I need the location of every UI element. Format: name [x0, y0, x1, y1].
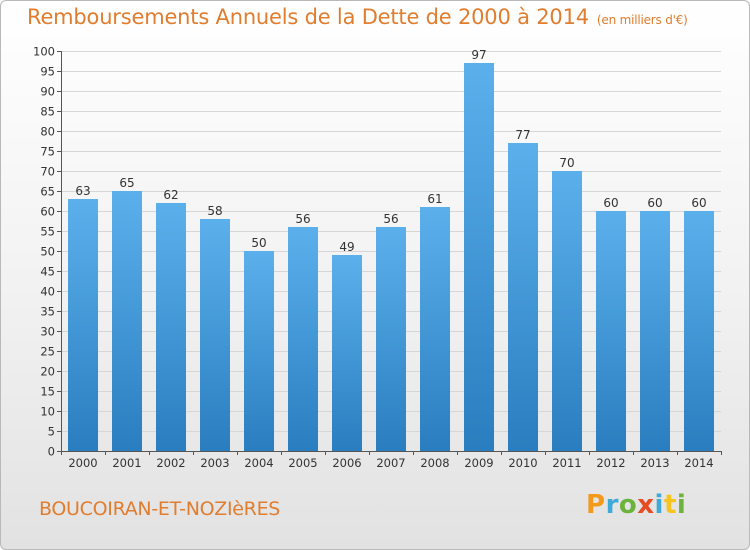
bar [684, 211, 714, 451]
logo-letter: x [637, 490, 655, 520]
y-tick-label: 15 [40, 385, 55, 399]
data-label: 61 [427, 192, 442, 206]
y-tick-label: 55 [40, 225, 55, 239]
logo-letter: P [586, 490, 606, 520]
bar [640, 211, 670, 451]
x-tick-label: 2002 [156, 456, 185, 470]
logo-letter: o [618, 490, 638, 520]
y-tick-label: 90 [40, 85, 55, 99]
bar [420, 207, 450, 451]
data-label: 49 [339, 240, 354, 254]
y-tick-label: 75 [40, 145, 55, 159]
data-label: 62 [163, 188, 178, 202]
y-tick-label: 80 [40, 125, 55, 139]
data-label: 56 [383, 212, 398, 226]
bar [244, 251, 274, 451]
x-tick-label: 2001 [112, 456, 141, 470]
y-tick-label: 100 [33, 45, 55, 59]
x-tick-label: 2010 [508, 456, 537, 470]
y-tick-label: 60 [40, 205, 55, 219]
x-tick-label: 2000 [68, 456, 97, 470]
x-tick-label: 2007 [376, 456, 405, 470]
x-tick-label: 2003 [200, 456, 229, 470]
bar [376, 227, 406, 451]
unit-label: (en milliers d'€) [596, 13, 688, 27]
y-tick-label: 45 [40, 265, 55, 279]
chart-title-text: Remboursements Annuels de la Dette de 20… [27, 5, 589, 29]
chart-title: Remboursements Annuels de la Dette de 20… [27, 5, 688, 29]
data-label: 60 [603, 196, 618, 210]
bar [464, 63, 494, 451]
data-label: 70 [559, 156, 574, 170]
data-label: 65 [119, 176, 134, 190]
x-tick-label: 2012 [596, 456, 625, 470]
x-tick-label: 2014 [684, 456, 713, 470]
data-label: 60 [691, 196, 706, 210]
x-tick-label: 2004 [244, 456, 273, 470]
data-label: 97 [471, 48, 486, 62]
y-tick-label: 30 [40, 325, 55, 339]
y-tick-label: 85 [40, 105, 55, 119]
x-tick-label: 2008 [420, 456, 449, 470]
y-tick-label: 65 [40, 185, 55, 199]
bar [68, 199, 98, 451]
data-label: 56 [295, 212, 310, 226]
data-label: 63 [75, 184, 90, 198]
bar [508, 143, 538, 451]
x-tick-label: 2009 [464, 456, 493, 470]
commune-name: BOUCOIRAN-ET-NOZIèRES [39, 498, 281, 520]
y-tick-label: 40 [40, 285, 55, 299]
y-tick-label: 70 [40, 165, 55, 179]
data-label: 77 [515, 128, 530, 142]
bar [200, 219, 230, 451]
x-tick-label: 2011 [552, 456, 581, 470]
proxiti-logo: Proxiti [586, 490, 686, 520]
x-tick-label: 2006 [332, 456, 361, 470]
bar [552, 171, 582, 451]
logo-letter: r [605, 490, 619, 520]
bar [596, 211, 626, 451]
data-label: 58 [207, 204, 222, 218]
logo-letter: t [663, 490, 677, 520]
logo-letter: i [654, 490, 664, 520]
bar [332, 255, 362, 451]
y-tick-label: 50 [40, 245, 55, 259]
y-tick-label: 25 [40, 345, 55, 359]
y-tick-label: 5 [48, 425, 55, 439]
y-tick-label: 35 [40, 305, 55, 319]
y-tick-label: 95 [40, 65, 55, 79]
y-tick-label: 0 [48, 445, 55, 459]
data-label: 50 [251, 236, 266, 250]
y-tick-label: 10 [40, 405, 55, 419]
bar [112, 191, 142, 451]
data-label: 60 [647, 196, 662, 210]
logo-letter: i [676, 490, 687, 520]
y-tick-label: 20 [40, 365, 55, 379]
bar [156, 203, 186, 451]
x-tick-label: 2005 [288, 456, 317, 470]
x-tick-label: 2013 [640, 456, 669, 470]
bar [288, 227, 318, 451]
